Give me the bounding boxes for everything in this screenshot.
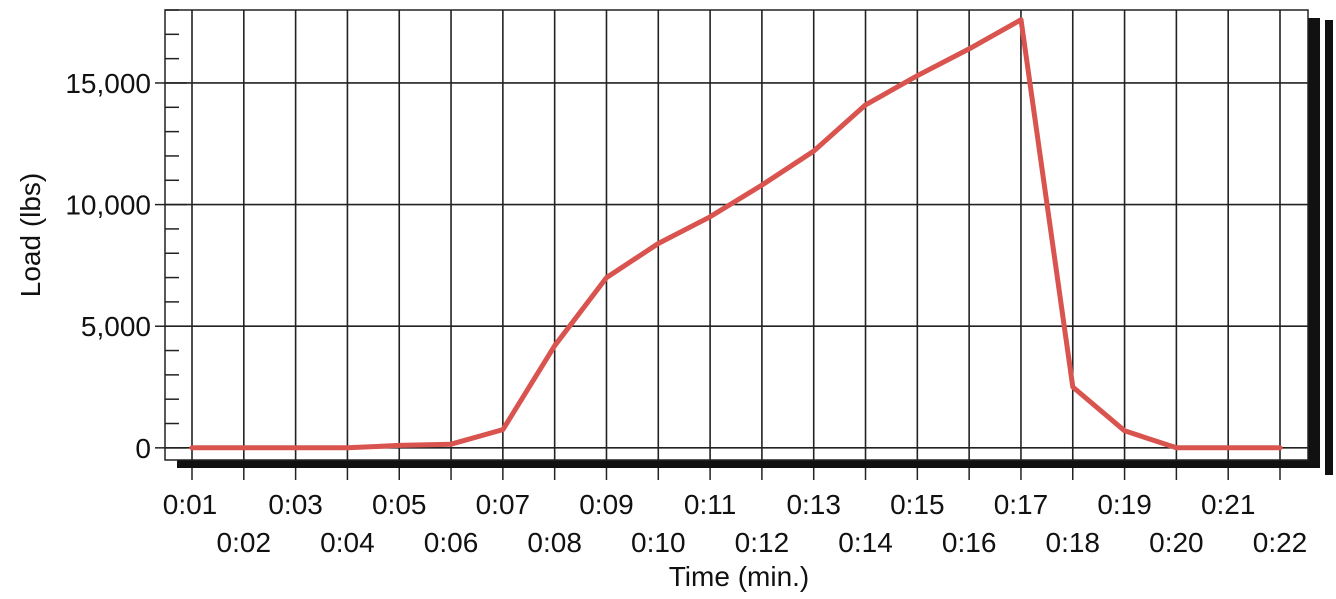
x-tick-label: 0:13 xyxy=(786,489,841,520)
x-tick-label: 0:04 xyxy=(320,527,375,558)
x-tick-label: 0:11 xyxy=(684,489,736,520)
margin-bar xyxy=(1325,20,1333,475)
x-tick-label: 0:08 xyxy=(527,527,582,558)
x-tick-label: 0:02 xyxy=(217,527,272,558)
axes: 0 5,000 10,000 15,000 0:01 0:02 0:03 0:04 0:05 0:… xyxy=(65,9,1308,558)
y-tick-label: 10,000 xyxy=(65,190,151,221)
y-axis-title: Load (lbs) xyxy=(15,173,46,298)
x-tick-label: 0:22 xyxy=(1253,527,1308,558)
y-tick-label: 0 xyxy=(135,433,151,464)
x-tick-label: 0:12 xyxy=(735,527,790,558)
plot-area xyxy=(164,9,1333,475)
series-group xyxy=(189,17,1283,451)
x-tick-label: 0:03 xyxy=(268,489,323,520)
x-tick-label: 0:10 xyxy=(631,527,686,558)
x-tick-label: 0:21 xyxy=(1201,489,1256,520)
y-tick-label: 15,000 xyxy=(65,68,151,99)
x-tick-label: 0:06 xyxy=(424,527,479,558)
x-tick-label: 0:09 xyxy=(579,489,634,520)
plot-frame xyxy=(164,9,1309,461)
x-tick-label: 0:16 xyxy=(942,527,997,558)
x-tick-label: 0:05 xyxy=(372,489,427,520)
x-tick-label: 0:15 xyxy=(890,489,945,520)
x-tick-label: 0:19 xyxy=(1097,489,1152,520)
x-tick-label: 0:20 xyxy=(1149,527,1204,558)
x-axis-title: Time (min.) xyxy=(669,561,810,592)
series-line xyxy=(189,17,1283,451)
x-tick-label: 0:17 xyxy=(994,489,1049,520)
y-tick-label: 5,000 xyxy=(81,311,151,342)
x-tick-label: 0:18 xyxy=(1046,527,1101,558)
x-tick-label: 0:07 xyxy=(476,489,531,520)
x-tick-label: 0:01 xyxy=(163,489,218,520)
x-tick-label: 0:14 xyxy=(838,527,893,558)
grid xyxy=(165,10,1308,460)
